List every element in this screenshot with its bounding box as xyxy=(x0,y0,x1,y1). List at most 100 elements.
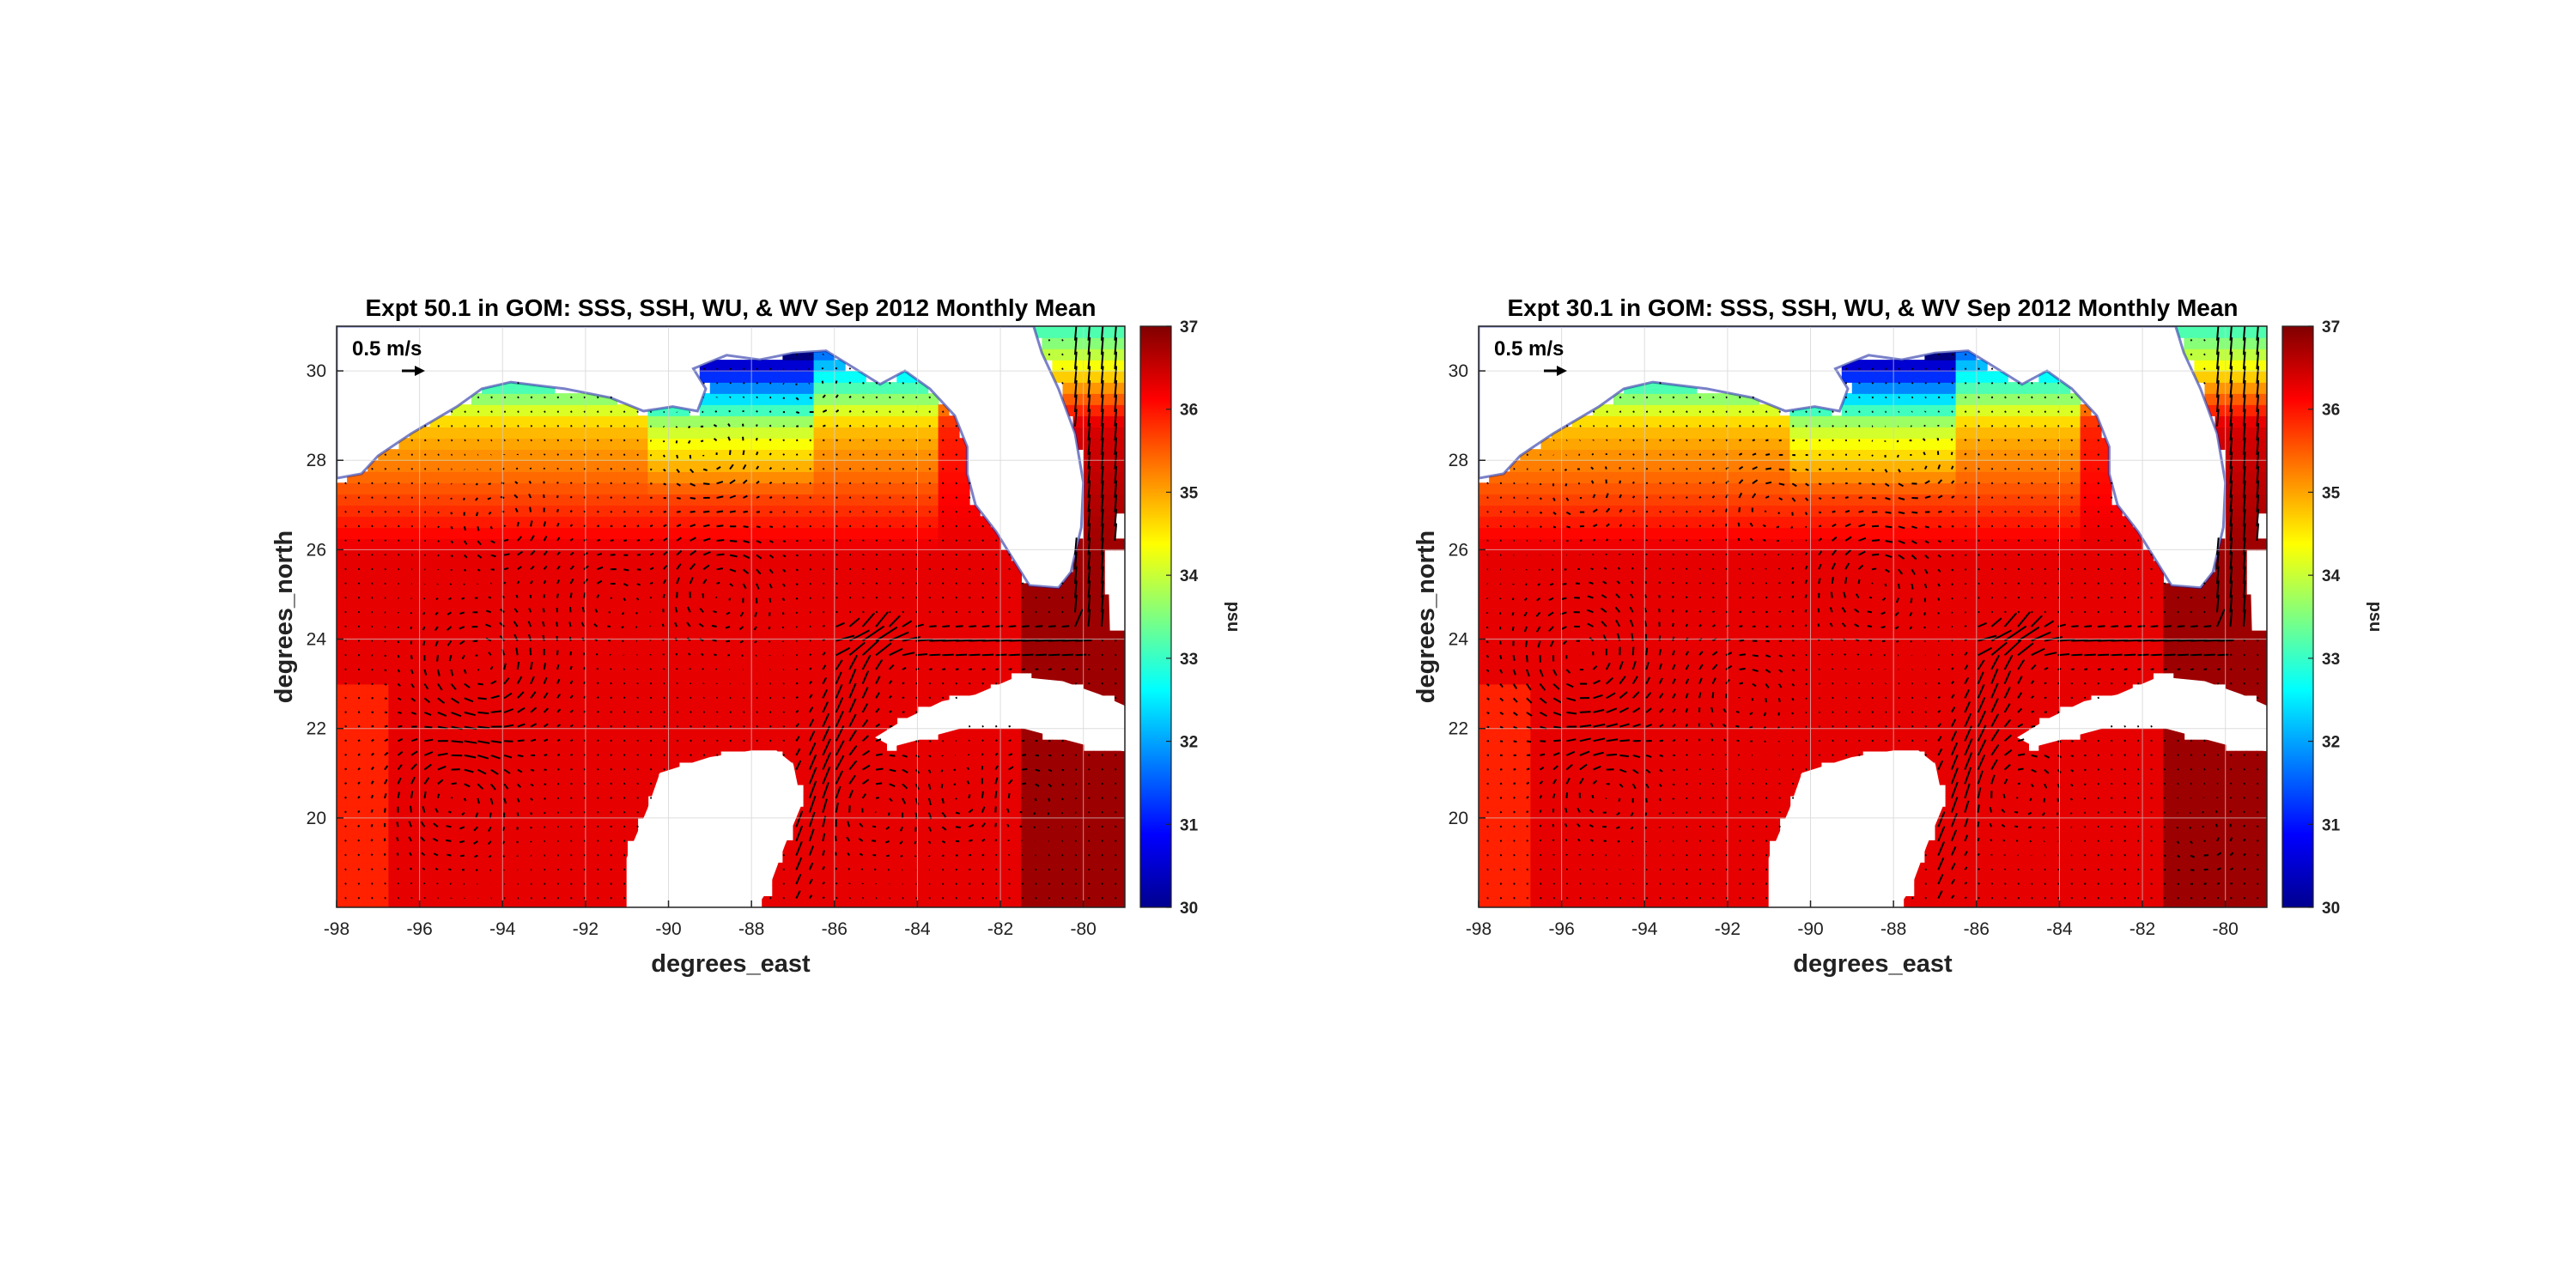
salinity-cell xyxy=(1093,817,1105,830)
salinity-cell xyxy=(357,538,369,551)
velocity-arrow xyxy=(848,745,858,756)
salinity-cell xyxy=(731,739,742,752)
salinity-cell xyxy=(1083,661,1095,674)
velocity-arrow xyxy=(543,536,548,542)
velocity-arrow xyxy=(477,783,484,790)
salinity-cell xyxy=(564,851,576,864)
salinity-cell xyxy=(398,449,410,461)
salinity-cell xyxy=(720,594,732,607)
salinity-cell xyxy=(502,627,514,640)
salinity-cell xyxy=(969,828,981,841)
salinity-cell xyxy=(368,538,380,551)
salinity-cell xyxy=(1083,840,1095,852)
salinity-cell xyxy=(544,471,556,484)
salinity-cell xyxy=(1114,460,1125,472)
velocity-arrow xyxy=(648,625,652,627)
salinity-cell xyxy=(958,784,970,797)
velocity-arrow xyxy=(756,554,762,560)
velocity-arrow xyxy=(981,539,984,542)
salinity-cell xyxy=(357,516,369,529)
velocity-arrow xyxy=(875,797,879,799)
velocity-arrow xyxy=(409,852,412,857)
salinity-cell xyxy=(1031,627,1043,640)
salinity-cell xyxy=(751,739,763,752)
velocity-arrow xyxy=(503,410,507,413)
salinity-cell xyxy=(544,728,556,741)
velocity-arrow xyxy=(475,654,478,657)
velocity-arrow xyxy=(688,652,691,656)
velocity-arrow xyxy=(1061,882,1064,885)
salinity-cell xyxy=(834,494,846,506)
salinity-cell xyxy=(731,404,742,416)
salinity-cell xyxy=(823,683,835,696)
velocity-arrow xyxy=(955,682,957,685)
velocity-arrow xyxy=(502,467,505,470)
velocity-arrow xyxy=(862,482,865,485)
salinity-cell xyxy=(1011,627,1022,640)
salinity-cell xyxy=(772,627,784,640)
salinity-cell xyxy=(482,449,493,461)
salinity-cell xyxy=(1011,873,1022,886)
velocity-arrow xyxy=(517,723,526,728)
velocity-arrow xyxy=(437,752,448,756)
velocity-arrow xyxy=(848,524,852,528)
salinity-cell xyxy=(813,393,825,405)
salinity-cell xyxy=(337,885,348,897)
velocity-arrow xyxy=(1101,853,1103,857)
salinity-cell xyxy=(1011,639,1022,652)
velocity-arrow xyxy=(663,739,665,743)
salinity-cell xyxy=(419,639,431,652)
salinity-cell xyxy=(544,840,556,852)
velocity-arrow xyxy=(862,524,865,528)
salinity-cell xyxy=(1052,326,1064,338)
salinity-cell xyxy=(450,851,462,864)
salinity-cell xyxy=(554,694,566,707)
salinity-cell xyxy=(429,516,441,529)
salinity-cell xyxy=(440,583,452,596)
salinity-cell xyxy=(927,471,939,484)
velocity-arrow xyxy=(397,882,400,885)
velocity-arrow xyxy=(835,439,838,442)
salinity-cell xyxy=(471,672,483,685)
salinity-cell xyxy=(523,404,535,416)
salinity-cell xyxy=(876,750,887,763)
salinity-cell xyxy=(1093,750,1105,763)
salinity-cell xyxy=(1031,639,1043,652)
salinity-cell xyxy=(813,862,825,875)
salinity-cell xyxy=(1062,672,1074,685)
salinity-cell xyxy=(990,784,1001,797)
velocity-arrow xyxy=(1101,782,1103,785)
velocity-arrow xyxy=(822,688,828,699)
salinity-cell xyxy=(647,561,659,573)
velocity-arrow xyxy=(570,424,573,427)
salinity-cell xyxy=(617,527,628,540)
salinity-cell xyxy=(398,661,410,674)
velocity-arrow xyxy=(556,738,561,743)
salinity-cell xyxy=(689,661,701,674)
salinity-cell xyxy=(398,505,410,518)
velocity-arrow xyxy=(822,439,825,442)
velocity-arrow xyxy=(969,668,973,670)
salinity-cell xyxy=(772,549,784,562)
salinity-cell xyxy=(658,639,670,652)
velocity-arrow xyxy=(623,524,627,528)
salinity-cell xyxy=(440,672,452,685)
velocity-arrow xyxy=(423,777,430,785)
velocity-arrow xyxy=(1088,653,1091,657)
land-bahamas1 xyxy=(1115,513,1125,537)
velocity-arrow xyxy=(847,821,851,827)
salinity-cell xyxy=(471,449,483,461)
velocity-arrow xyxy=(902,666,907,670)
salinity-cell xyxy=(460,605,472,618)
salinity-cell xyxy=(1011,583,1022,596)
velocity-arrow xyxy=(822,652,826,656)
salinity-cell xyxy=(347,896,358,907)
salinity-cell xyxy=(813,471,825,484)
velocity-arrow xyxy=(477,568,481,572)
salinity-cell xyxy=(544,482,556,495)
velocity-arrow xyxy=(543,692,549,699)
salinity-cell xyxy=(876,561,887,573)
velocity-arrow xyxy=(569,694,574,699)
salinity-cell xyxy=(854,627,866,640)
velocity-arrow xyxy=(422,867,426,870)
